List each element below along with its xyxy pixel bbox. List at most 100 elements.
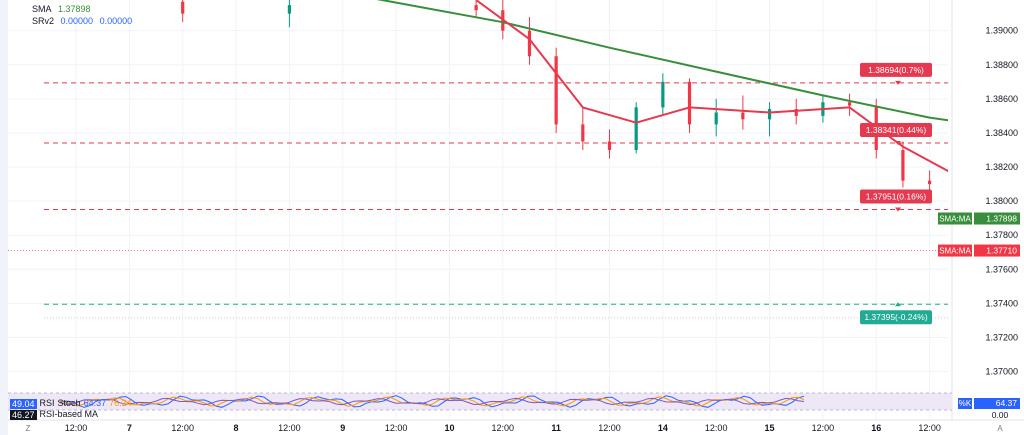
candle-body xyxy=(767,109,772,120)
stoch-d-line xyxy=(59,396,805,407)
candle xyxy=(554,47,558,133)
candle-body xyxy=(847,102,852,106)
candle xyxy=(901,141,905,188)
x-tick-label: 7 xyxy=(127,423,132,433)
candle-body xyxy=(714,112,718,125)
candle-body xyxy=(661,81,665,108)
level-label-support[interactable]: 1.37395(-0.24%) xyxy=(860,302,932,325)
level-label-text: 1.37395(-0.24%) xyxy=(864,312,927,322)
timezone-icon[interactable]: Z xyxy=(26,424,31,433)
level-label-resistance[interactable]: 1.38341(0.44%) xyxy=(860,122,932,145)
plot-background xyxy=(8,0,952,435)
y-tick-label: 1.38400 xyxy=(985,128,1018,138)
candle xyxy=(928,170,932,193)
x-tick-label: 9 xyxy=(340,423,345,433)
y-tick-label: 1.39000 xyxy=(985,26,1018,36)
level-arrow-down xyxy=(895,207,901,212)
axis-tag-name: SMA:MA xyxy=(939,247,971,256)
osc-badge-k: %K xyxy=(959,399,972,408)
x-tick-label: 12:00 xyxy=(65,423,88,433)
level-arrow-up xyxy=(895,302,901,307)
left-toolbar-strip xyxy=(0,0,8,435)
osc-badge-k-box xyxy=(958,398,972,409)
candle-body xyxy=(474,5,478,11)
candle xyxy=(581,107,585,150)
candle-body xyxy=(287,5,291,14)
y-tick-label: 1.37000 xyxy=(985,367,1018,377)
candle-body xyxy=(794,109,798,116)
stoch-label: Stoch xyxy=(57,398,81,408)
candle xyxy=(687,78,692,133)
candle xyxy=(741,95,745,130)
level-label-resistance[interactable]: 1.38694(0.7%) xyxy=(860,62,932,85)
candle-body xyxy=(634,107,638,150)
candle xyxy=(607,129,612,159)
stoch-d-value: 76.24 xyxy=(109,398,132,408)
x-tick-label: 12:00 xyxy=(705,423,728,433)
auto-scale-icon[interactable]: A xyxy=(997,424,1003,433)
x-tick-label: 8 xyxy=(234,423,239,433)
osc-row-1[interactable]: 49.04 RSI Stoch 64.37 76.24 xyxy=(10,398,132,409)
x-tick-label: 12:00 xyxy=(385,423,408,433)
legend-row-sma[interactable]: SMA 1.37898 xyxy=(32,3,136,15)
axis-tag-value: 1.37710 xyxy=(986,246,1017,256)
y-tick-label: 1.37800 xyxy=(985,230,1018,240)
osc-row-2[interactable]: 46.27 RSI-based MA xyxy=(10,409,132,420)
osc-badge-value-box xyxy=(974,398,1020,409)
price-pane xyxy=(8,0,948,319)
axis-tag-name-box xyxy=(938,244,972,257)
legend-row-srv[interactable]: SRv2 0.00000 0.00000 xyxy=(32,15,136,27)
y-tick-label: 1.37400 xyxy=(985,298,1018,308)
osc-axis-zero: 0.00 xyxy=(992,410,1009,420)
oscillator-legend: 49.04 RSI Stoch 64.37 76.24 46.27 RSI-ba… xyxy=(10,398,132,420)
level-arrow-down xyxy=(895,140,901,145)
level-label-text: 1.37951(0.16%) xyxy=(866,191,927,201)
level-label-resistance[interactable]: 1.37951(0.16%) xyxy=(860,189,932,212)
x-tick-label: 12:00 xyxy=(812,423,835,433)
candle-body xyxy=(527,30,532,57)
oscillator-axis-badge: %K 64.37 xyxy=(958,398,1020,409)
y-tick-label: 1.37600 xyxy=(985,264,1018,274)
candle-body xyxy=(181,1,185,14)
rsi-value-badge: 49.04 xyxy=(10,398,37,409)
rsi-line xyxy=(59,397,805,406)
y-tick-label: 1.37200 xyxy=(985,332,1018,342)
legend-srv-value-1: 0.00000 xyxy=(60,16,94,26)
candle xyxy=(527,17,532,65)
candle xyxy=(847,93,852,116)
candle-body xyxy=(928,180,932,185)
axis-tag-sma_slow: SMA:MA 1.37898 xyxy=(938,212,1020,225)
y-tick-label: 1.38800 xyxy=(985,60,1018,70)
x-tick-label: 12:00 xyxy=(171,423,194,433)
candle-body xyxy=(554,56,558,125)
legend-sma-value: 1.37898 xyxy=(58,4,91,14)
level-label-box xyxy=(860,310,932,325)
candle-body xyxy=(901,149,905,181)
sma-fast-line xyxy=(475,0,948,173)
candle xyxy=(714,98,718,137)
axis-tag-name: SMA:MA xyxy=(939,214,971,223)
osc-badge-value: 64.37 xyxy=(996,398,1018,408)
sma-slow-line xyxy=(376,0,948,122)
indicator-legend: SMA 1.37898 SRv2 0.00000 0.00000 xyxy=(32,3,136,27)
candle xyxy=(634,102,638,154)
legend-sma-label: SMA xyxy=(32,4,52,14)
candle-body xyxy=(607,141,612,150)
level-label-box xyxy=(860,62,932,77)
y-tick-label: 1.38200 xyxy=(985,162,1018,172)
x-tick-label: 12:00 xyxy=(598,423,621,433)
x-tick-label: 11 xyxy=(551,423,561,433)
x-tick-label: 16 xyxy=(871,423,881,433)
y-tick-label: 1.38600 xyxy=(985,94,1018,104)
stoch-k-value: 64.37 xyxy=(83,398,107,408)
rsi-label: RSI xyxy=(39,398,55,408)
level-label-box xyxy=(860,189,932,204)
candle xyxy=(661,73,665,116)
axis-tag-value-box xyxy=(974,244,1020,257)
candle-body xyxy=(741,112,745,120)
x-tick-label: 10 xyxy=(444,423,454,433)
legend-srv-value-2: 0.00000 xyxy=(99,16,133,26)
candle-body xyxy=(687,81,692,125)
